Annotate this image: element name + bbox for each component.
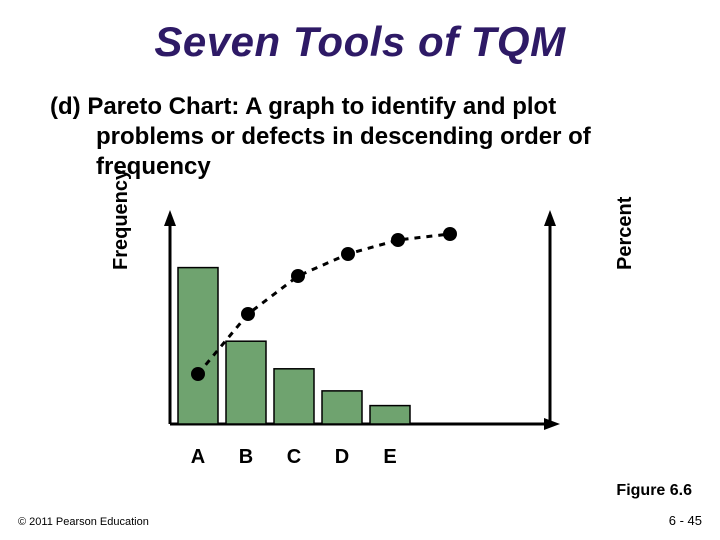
desc-body1: A graph to identify and plot xyxy=(245,93,556,120)
copyright-text: © 2011 Pearson Education xyxy=(18,516,149,528)
y-axis-right-label: Percent xyxy=(614,197,637,270)
pareto-chart xyxy=(130,210,590,450)
chart-svg xyxy=(130,210,590,450)
x-label-a: A xyxy=(191,446,205,469)
x-label-e: E xyxy=(383,446,396,469)
x-label-c: C xyxy=(287,446,301,469)
slide: Seven Tools of TQM (d) Pareto Chart: A g… xyxy=(0,0,720,540)
x-axis-labels: A B C D E xyxy=(130,446,590,470)
desc-lead: (d) Pareto Chart: xyxy=(50,93,239,120)
figure-label: Figure 6.6 xyxy=(616,482,692,500)
desc-body2: problems or defects in descending order … xyxy=(50,122,680,182)
slide-title: Seven Tools of TQM xyxy=(0,18,720,66)
x-label-b: B xyxy=(239,446,253,469)
page-number: 6 - 45 xyxy=(669,513,702,528)
chart-description: (d) Pareto Chart: A graph to identify an… xyxy=(50,92,680,182)
x-label-d: D xyxy=(335,446,349,469)
